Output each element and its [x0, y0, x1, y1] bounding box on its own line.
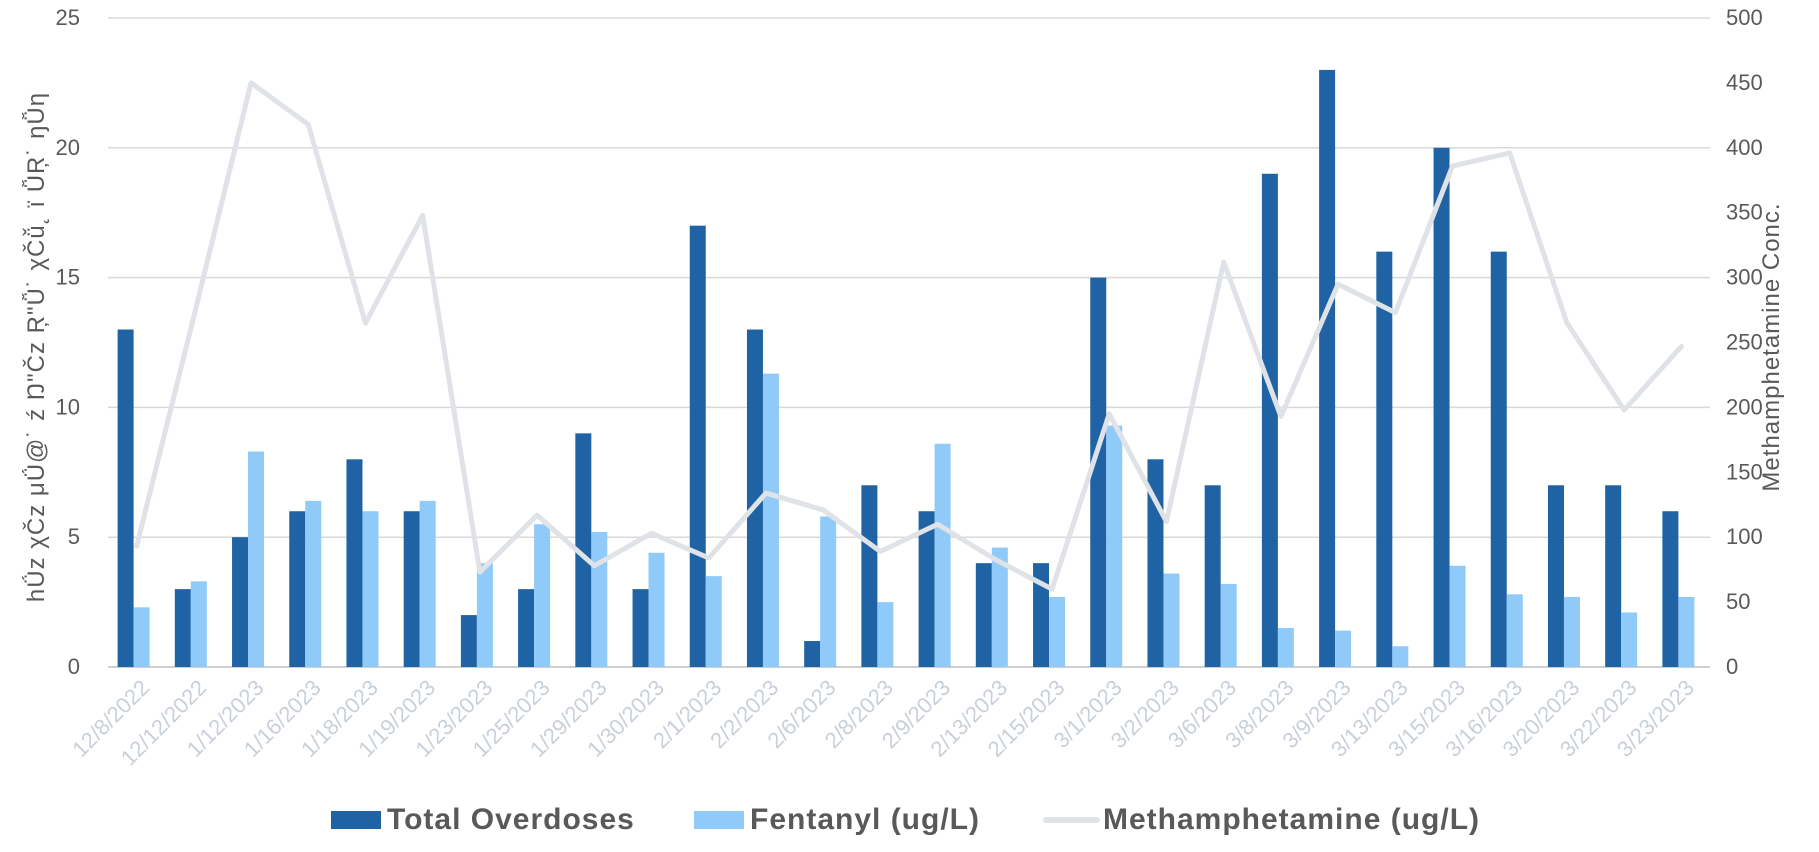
bar-total-overdoses [689, 225, 706, 667]
left-axis-tick-label: 25 [56, 5, 80, 30]
bar-total-overdoses [1261, 173, 1278, 667]
legend-swatch [331, 811, 381, 829]
bar-total-overdoses [632, 589, 649, 667]
right-axis-tick-label: 250 [1726, 330, 1763, 355]
bar-fentanyl [762, 373, 779, 667]
bar-fentanyl [190, 581, 207, 667]
bar-fentanyl [534, 524, 551, 667]
bar-fentanyl [820, 516, 837, 667]
legend: Total Overdoses Fentanyl (ug/L) Methamphet… [331, 803, 1480, 836]
bar-fentanyl [705, 576, 722, 667]
bar-fentanyl [877, 602, 894, 667]
bar-fentanyl [1106, 425, 1123, 667]
bar-total-overdoses [1605, 485, 1622, 667]
right-axis-tick-label: 150 [1726, 459, 1763, 484]
bar-fentanyl [591, 532, 608, 667]
bar-total-overdoses [403, 511, 420, 667]
legend-label: Fentanyl (ug/L) [750, 803, 980, 836]
bar-fentanyl [1163, 573, 1180, 667]
right-axis-ticks: 0 50 100 150 200 250 300 350 400 450 500 [1726, 5, 1763, 679]
left-axis-tick-label: 0 [68, 654, 80, 679]
line-series [134, 80, 1684, 592]
bar-series [117, 69, 1695, 668]
bar-total-overdoses [918, 511, 935, 667]
bar-total-overdoses [575, 433, 592, 667]
legend-label: Methamphetamine (ug/L) [1103, 803, 1480, 836]
bar-total-overdoses [174, 589, 191, 667]
legend-swatch [694, 811, 744, 829]
bar-total-overdoses [1433, 147, 1450, 668]
right-axis-tick-label: 450 [1726, 70, 1763, 95]
bar-fentanyl [305, 500, 322, 667]
bar-fentanyl [991, 547, 1008, 667]
bar-fentanyl [1563, 596, 1580, 667]
bar-total-overdoses [861, 485, 878, 667]
bar-total-overdoses [346, 459, 363, 667]
bar-fentanyl [133, 607, 150, 667]
bar-total-overdoses [746, 329, 763, 667]
bar-total-overdoses [1319, 69, 1336, 668]
bar-total-overdoses [804, 641, 821, 667]
bar-fentanyl [1621, 612, 1638, 667]
x-axis-ticks: 12/8/202212/12/20221/12/20231/16/20231/1… [67, 675, 1699, 771]
bar-fentanyl [1335, 630, 1352, 667]
bar-fentanyl [476, 563, 493, 667]
bar-fentanyl [419, 500, 436, 667]
bar-fentanyl [1392, 646, 1409, 667]
left-axis-tick-label: 15 [56, 265, 80, 290]
left-axis-tick-label: 5 [68, 524, 80, 549]
bar-fentanyl [648, 552, 665, 667]
bar-fentanyl [1220, 583, 1237, 667]
bar-total-overdoses [232, 537, 249, 667]
right-axis-tick-label: 50 [1726, 589, 1750, 614]
bar-total-overdoses [1490, 251, 1507, 667]
bar-total-overdoses [518, 589, 535, 667]
bar-fentanyl [1506, 594, 1523, 667]
bar-total-overdoses [1033, 563, 1050, 667]
bar-total-overdoses [460, 615, 477, 667]
bar-fentanyl [1678, 596, 1695, 667]
bar-total-overdoses [1090, 277, 1107, 667]
left-axis-ticks: 0 5 10 15 20 25 [56, 5, 80, 679]
right-axis-tick-label: 400 [1726, 135, 1763, 160]
bar-fentanyl [1277, 628, 1294, 667]
bar-total-overdoses [117, 329, 134, 667]
legend-label: Total Overdoses [387, 803, 635, 836]
right-axis-tick-label: 500 [1726, 5, 1763, 30]
right-axis-title: Methamphetamine Conc. [1758, 202, 1785, 491]
bar-fentanyl [934, 443, 951, 667]
bar-total-overdoses [1204, 485, 1221, 667]
right-axis-tick-label: 200 [1726, 394, 1763, 419]
bar-fentanyl [248, 451, 265, 667]
right-axis-tick-label: 350 [1726, 200, 1763, 225]
bar-total-overdoses [289, 511, 306, 667]
right-axis-tick-label: 300 [1726, 265, 1763, 290]
bar-total-overdoses [975, 563, 992, 667]
bar-total-overdoses [1376, 251, 1393, 667]
left-axis-title: hǗz χČz μǗ@˙ ź Ŋ"Čz Ŗ"Ǚ˙ χČǚ˛ ï ǙŖ˙ ŋǙη [22, 92, 50, 602]
bar-total-overdoses [1547, 485, 1564, 667]
bar-total-overdoses [1662, 511, 1679, 667]
right-axis-tick-label: 100 [1726, 524, 1763, 549]
bar-fentanyl [1049, 596, 1066, 667]
left-axis-tick-label: 10 [56, 394, 80, 419]
left-axis-tick-label: 20 [56, 135, 80, 160]
right-axis-tick-label: 0 [1726, 654, 1738, 679]
bar-fentanyl [1449, 565, 1466, 667]
bar-fentanyl [362, 511, 379, 667]
line-methamphetamine [134, 80, 1684, 592]
